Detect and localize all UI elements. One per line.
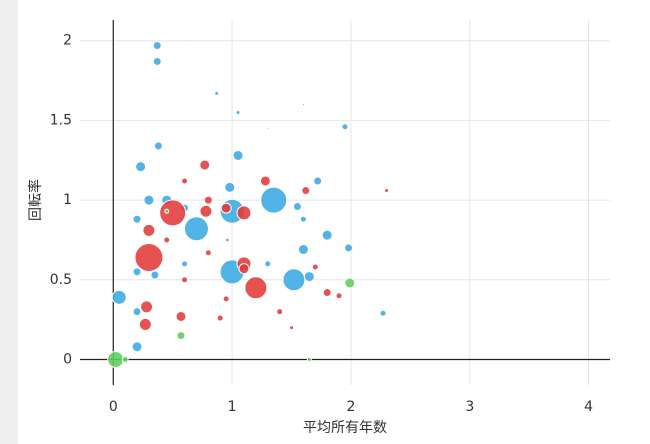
bubble — [132, 307, 142, 317]
bubble — [260, 186, 288, 214]
bubble — [384, 188, 390, 194]
bubble — [183, 216, 209, 242]
page-edge — [0, 0, 18, 444]
bubble — [264, 260, 272, 268]
x-tick-label: 4 — [584, 399, 593, 415]
bubble — [199, 159, 211, 171]
bubble — [341, 123, 349, 131]
bubble — [321, 229, 333, 241]
bubble — [181, 276, 189, 284]
bubble — [152, 41, 162, 51]
bubble — [238, 263, 250, 275]
bubble — [163, 236, 171, 244]
bubble — [335, 292, 343, 300]
bubble — [235, 109, 241, 115]
bubble — [132, 214, 142, 224]
bubble — [135, 161, 147, 173]
x-tick-label: 2 — [346, 399, 355, 415]
x-tick-label: 0 — [109, 399, 118, 415]
bubble — [236, 205, 252, 221]
bubble — [220, 202, 232, 214]
bubble — [142, 223, 156, 237]
bubble — [216, 314, 224, 322]
bubble — [132, 267, 142, 277]
bubble — [379, 309, 387, 317]
bubble — [232, 149, 244, 161]
bubble — [224, 237, 230, 243]
bubble — [301, 102, 305, 106]
bubble — [134, 242, 164, 272]
bubble — [143, 194, 155, 206]
bubble — [266, 126, 270, 130]
bubble — [322, 288, 332, 298]
bubble — [138, 317, 152, 331]
bubble — [181, 177, 189, 185]
y-tick-label: 0 — [63, 351, 72, 367]
bubble — [186, 39, 190, 43]
bubble — [214, 90, 220, 96]
y-tick-label: 0.5 — [50, 272, 72, 288]
bubble — [344, 243, 354, 253]
bubble — [303, 271, 315, 283]
bubble — [152, 56, 162, 66]
bubble — [311, 263, 319, 271]
x-tick-label: 3 — [465, 399, 474, 415]
y-tick-label: 1.5 — [50, 112, 72, 128]
bubble — [224, 181, 236, 193]
bubble — [153, 141, 163, 151]
bubble — [131, 341, 143, 353]
bubble — [176, 331, 186, 341]
bubble — [175, 310, 187, 322]
bubble — [203, 195, 213, 205]
y-tick-label: 1 — [63, 192, 72, 208]
bubble — [276, 308, 284, 316]
bubble — [297, 244, 309, 256]
bubble — [306, 356, 312, 362]
bubble — [313, 176, 323, 186]
bubble — [107, 350, 125, 368]
bubble — [111, 289, 127, 305]
bubble — [259, 175, 271, 187]
y-axis-label: 回転率 — [27, 179, 44, 221]
bubble — [164, 208, 170, 214]
bubble — [181, 260, 189, 268]
bubble — [301, 186, 311, 196]
bubble — [244, 276, 268, 300]
bubble — [292, 201, 302, 211]
x-tick-label: 1 — [228, 399, 237, 415]
bubble — [199, 204, 213, 218]
bubble — [222, 295, 230, 303]
bubble — [121, 355, 129, 363]
bubble — [150, 270, 160, 280]
bubble — [282, 268, 306, 292]
bubble — [189, 39, 193, 43]
bubble — [140, 300, 154, 314]
bubble — [204, 249, 212, 257]
x-axis-label: 平均所有年数 — [303, 420, 387, 436]
bubble — [159, 199, 187, 227]
bubble — [299, 215, 307, 223]
bubble — [289, 325, 295, 331]
y-tick-label: 2 — [63, 33, 72, 49]
bubble — [344, 277, 356, 289]
